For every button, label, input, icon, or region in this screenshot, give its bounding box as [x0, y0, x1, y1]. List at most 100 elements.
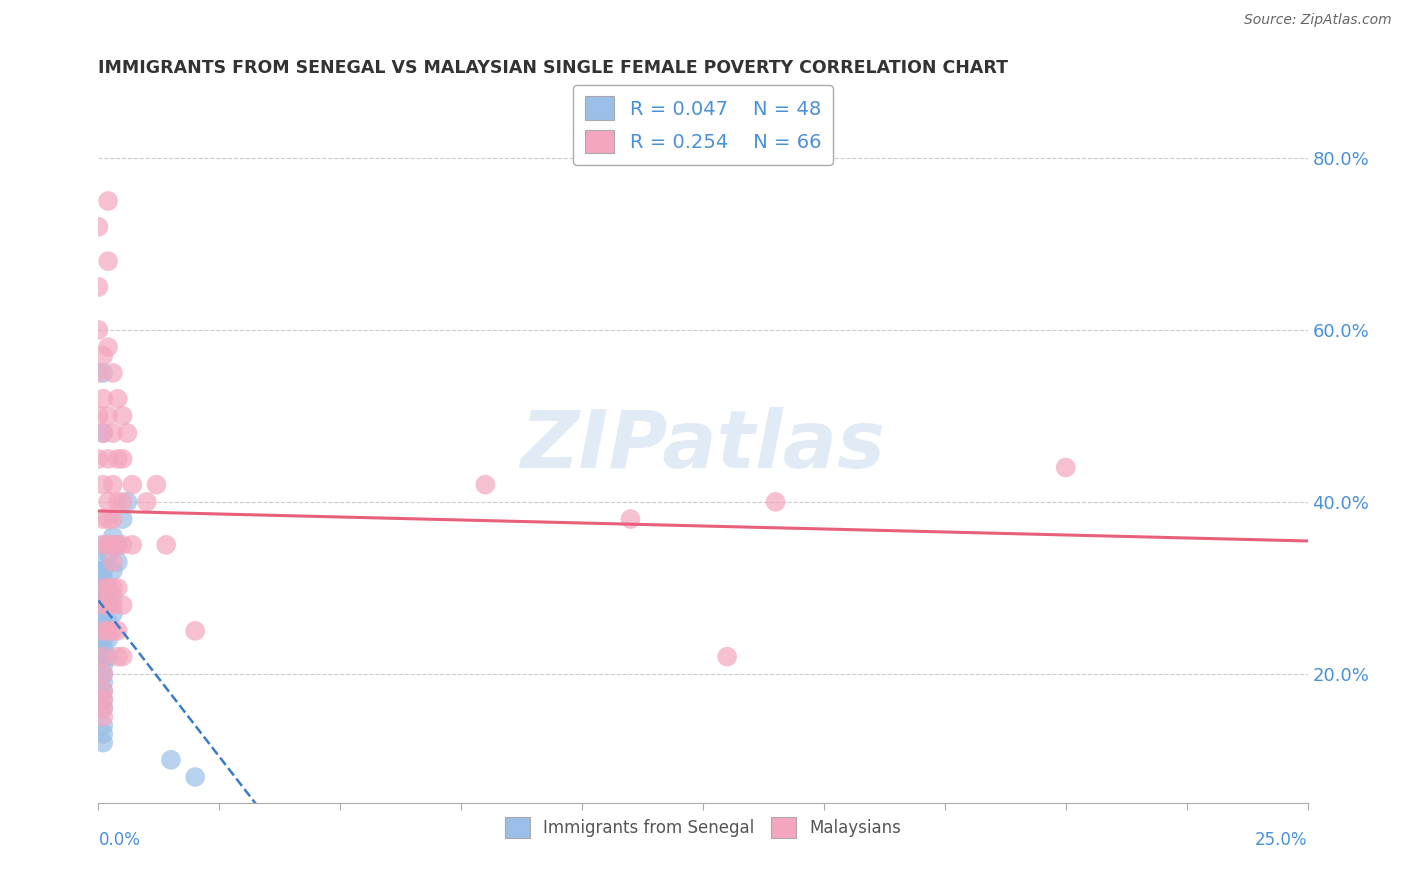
Point — [97, 538, 120, 552]
Point — [91, 684, 114, 698]
Point — [97, 194, 120, 208]
Text: 25.0%: 25.0% — [1256, 830, 1308, 848]
Point — [111, 538, 134, 552]
Point — [97, 581, 120, 595]
Point — [97, 615, 120, 630]
Point — [91, 727, 114, 741]
Point — [91, 426, 114, 441]
Point — [121, 477, 143, 491]
Point — [91, 692, 114, 706]
Point — [97, 649, 120, 664]
Point — [91, 718, 114, 732]
Point — [107, 538, 129, 552]
Point — [101, 607, 124, 621]
Point — [91, 512, 114, 526]
Point — [91, 701, 114, 715]
Point — [87, 219, 110, 234]
Point — [160, 753, 183, 767]
Point — [91, 572, 114, 586]
Point — [101, 624, 124, 638]
Point — [87, 572, 110, 586]
Point — [97, 512, 120, 526]
Point — [87, 615, 110, 630]
Point — [101, 529, 124, 543]
Text: ZIPatlas: ZIPatlas — [520, 407, 886, 485]
Point — [87, 366, 110, 380]
Point — [97, 632, 120, 647]
Point — [91, 366, 114, 380]
Point — [97, 451, 120, 466]
Point — [91, 598, 114, 612]
Point — [91, 666, 114, 681]
Point — [111, 598, 134, 612]
Point — [184, 624, 207, 638]
Point — [87, 323, 110, 337]
Point — [91, 692, 114, 706]
Point — [155, 538, 177, 552]
Point — [97, 546, 120, 560]
Point — [716, 649, 738, 664]
Point — [765, 495, 787, 509]
Point — [101, 512, 124, 526]
Point — [107, 495, 129, 509]
Point — [91, 590, 114, 604]
Point — [111, 512, 134, 526]
Point — [145, 477, 167, 491]
Point — [87, 598, 110, 612]
Point — [91, 598, 114, 612]
Point — [101, 366, 124, 380]
Point — [117, 426, 139, 441]
Point — [87, 632, 110, 647]
Point — [184, 770, 207, 784]
Point — [111, 649, 134, 664]
Point — [91, 649, 114, 664]
Point — [87, 564, 110, 578]
Point — [107, 538, 129, 552]
Point — [91, 684, 114, 698]
Point — [97, 495, 120, 509]
Point — [107, 649, 129, 664]
Point — [101, 590, 124, 604]
Point — [91, 392, 114, 406]
Point — [97, 598, 120, 612]
Point — [111, 451, 134, 466]
Point — [107, 392, 129, 406]
Point — [97, 581, 120, 595]
Point — [91, 349, 114, 363]
Point — [97, 254, 120, 268]
Point — [91, 736, 114, 750]
Point — [1054, 460, 1077, 475]
Point — [101, 581, 124, 595]
Point — [107, 555, 129, 569]
Point — [101, 555, 124, 569]
Point — [91, 564, 114, 578]
Point — [97, 340, 120, 354]
Point — [91, 710, 114, 724]
Point — [91, 675, 114, 690]
Point — [87, 451, 110, 466]
Point — [87, 409, 110, 423]
Point — [87, 280, 110, 294]
Point — [97, 624, 120, 638]
Point — [107, 451, 129, 466]
Point — [101, 426, 124, 441]
Point — [91, 538, 114, 552]
Point — [117, 495, 139, 509]
Point — [107, 581, 129, 595]
Point — [91, 477, 114, 491]
Point — [135, 495, 157, 509]
Point — [91, 607, 114, 621]
Point — [111, 409, 134, 423]
Point — [91, 615, 114, 630]
Point — [101, 538, 124, 552]
Point — [619, 512, 641, 526]
Point — [474, 477, 496, 491]
Legend: Immigrants from Senegal, Malaysians: Immigrants from Senegal, Malaysians — [498, 811, 908, 845]
Point — [91, 581, 114, 595]
Point — [87, 581, 110, 595]
Text: 0.0%: 0.0% — [98, 830, 141, 848]
Point — [91, 632, 114, 647]
Point — [87, 555, 110, 569]
Point — [101, 598, 124, 612]
Point — [91, 538, 114, 552]
